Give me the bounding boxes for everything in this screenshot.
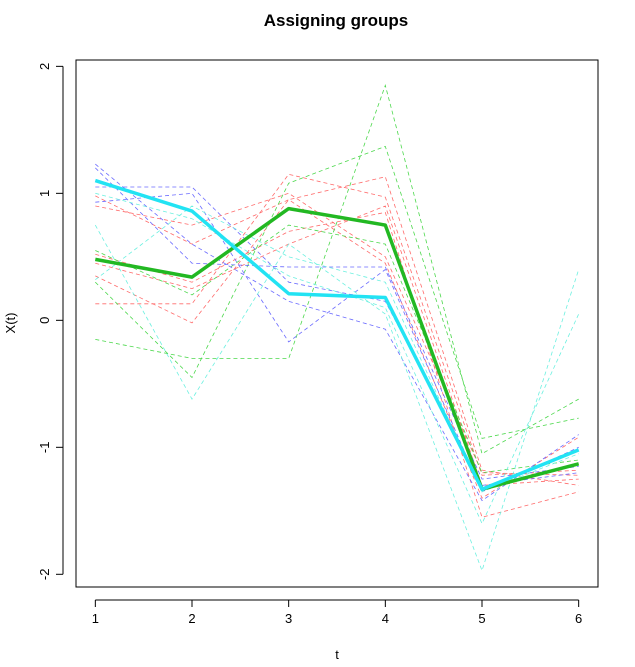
x-tick-label: 2: [188, 611, 195, 626]
background-curve-blue: [95, 163, 579, 502]
x-tick-label: 1: [92, 611, 99, 626]
background-curve-cyan: [95, 205, 579, 493]
x-axis-label: t: [335, 647, 339, 662]
x-axis: 1 2 3 4 5 6: [92, 599, 582, 626]
y-axis: -2 -1 0 1 2: [37, 63, 64, 581]
y-axis-label: X(t): [3, 313, 18, 334]
chart-title: Assigning groups: [264, 11, 409, 30]
series-line-2: [94, 178, 580, 491]
background-curve-blue: [95, 192, 579, 493]
background-curve-cyan: [95, 192, 580, 525]
y-tick-label: -1: [37, 442, 52, 454]
x-tick-label: 3: [285, 611, 292, 626]
series-line-1: [94, 206, 580, 491]
x-tick-label: 4: [382, 611, 389, 626]
background-curves: [94, 84, 580, 572]
background-curve-blue: [95, 167, 579, 480]
background-curve-green: [95, 84, 579, 455]
background-curve-green: [95, 145, 579, 439]
background-curve-red: [95, 211, 579, 518]
background-curve-red: [95, 173, 579, 476]
background-curve-red: [95, 205, 579, 486]
y-tick-label: 1: [37, 190, 52, 197]
y-tick-label: -2: [37, 569, 52, 581]
main-series: [94, 178, 580, 491]
y-tick-label: 2: [37, 63, 52, 70]
background-curve-red: [95, 192, 579, 476]
y-tick-label: 0: [37, 317, 52, 324]
background-curve-red: [95, 195, 579, 499]
background-curve-cyan: [94, 224, 580, 572]
background-curve-green: [95, 224, 579, 474]
x-tick-label: 5: [478, 611, 485, 626]
plot-frame: [75, 59, 599, 588]
x-tick-label: 6: [575, 611, 582, 626]
